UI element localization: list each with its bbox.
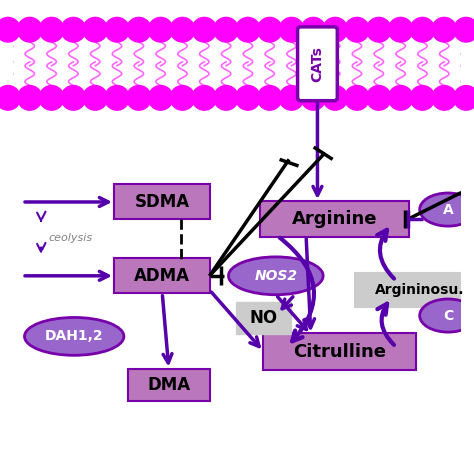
- Circle shape: [323, 85, 347, 110]
- Circle shape: [105, 18, 129, 42]
- Circle shape: [214, 85, 238, 110]
- Circle shape: [105, 85, 129, 110]
- Circle shape: [279, 18, 304, 42]
- Circle shape: [236, 85, 260, 110]
- Circle shape: [257, 18, 282, 42]
- Circle shape: [410, 18, 435, 42]
- Ellipse shape: [228, 257, 323, 295]
- Circle shape: [454, 85, 474, 110]
- Circle shape: [301, 85, 326, 110]
- Text: SDMA: SDMA: [135, 193, 190, 211]
- Circle shape: [454, 18, 474, 42]
- Circle shape: [39, 85, 64, 110]
- Text: ceolysis: ceolysis: [49, 233, 93, 243]
- Circle shape: [301, 18, 326, 42]
- Text: C: C: [443, 309, 453, 323]
- FancyBboxPatch shape: [263, 333, 416, 370]
- FancyBboxPatch shape: [236, 302, 291, 335]
- Circle shape: [388, 18, 413, 42]
- FancyBboxPatch shape: [260, 201, 409, 237]
- Circle shape: [148, 18, 173, 42]
- Circle shape: [39, 18, 64, 42]
- Circle shape: [410, 85, 435, 110]
- FancyBboxPatch shape: [114, 184, 210, 219]
- Circle shape: [366, 18, 391, 42]
- FancyBboxPatch shape: [298, 27, 337, 100]
- Circle shape: [214, 18, 238, 42]
- Circle shape: [432, 18, 456, 42]
- Circle shape: [192, 85, 217, 110]
- Text: NOS2: NOS2: [255, 269, 297, 283]
- Circle shape: [0, 18, 20, 42]
- Text: CATs: CATs: [310, 46, 325, 82]
- Circle shape: [170, 18, 195, 42]
- Circle shape: [388, 85, 413, 110]
- Text: DAH1,2: DAH1,2: [45, 329, 103, 343]
- Text: Arginine: Arginine: [292, 210, 377, 228]
- Circle shape: [61, 18, 86, 42]
- FancyBboxPatch shape: [128, 369, 210, 401]
- Circle shape: [61, 85, 86, 110]
- Circle shape: [345, 18, 369, 42]
- Circle shape: [18, 18, 42, 42]
- Circle shape: [366, 85, 391, 110]
- Circle shape: [127, 85, 151, 110]
- Circle shape: [279, 85, 304, 110]
- Ellipse shape: [25, 318, 124, 356]
- FancyBboxPatch shape: [114, 258, 210, 293]
- Circle shape: [345, 85, 369, 110]
- Text: DMA: DMA: [147, 376, 191, 393]
- FancyBboxPatch shape: [355, 273, 474, 307]
- Text: Argininosu.: Argininosu.: [375, 283, 465, 297]
- Circle shape: [257, 85, 282, 110]
- Circle shape: [0, 85, 20, 110]
- Circle shape: [192, 18, 217, 42]
- Circle shape: [127, 18, 151, 42]
- Text: A: A: [443, 202, 454, 217]
- Circle shape: [236, 18, 260, 42]
- Text: Citrulline: Citrulline: [293, 343, 386, 361]
- Circle shape: [18, 85, 42, 110]
- Circle shape: [323, 18, 347, 42]
- Ellipse shape: [419, 193, 474, 226]
- Circle shape: [83, 85, 108, 110]
- Text: ADMA: ADMA: [134, 267, 190, 285]
- Circle shape: [148, 85, 173, 110]
- Circle shape: [432, 85, 456, 110]
- Circle shape: [170, 85, 195, 110]
- Circle shape: [83, 18, 108, 42]
- Text: NO: NO: [249, 310, 278, 328]
- Ellipse shape: [419, 299, 474, 332]
